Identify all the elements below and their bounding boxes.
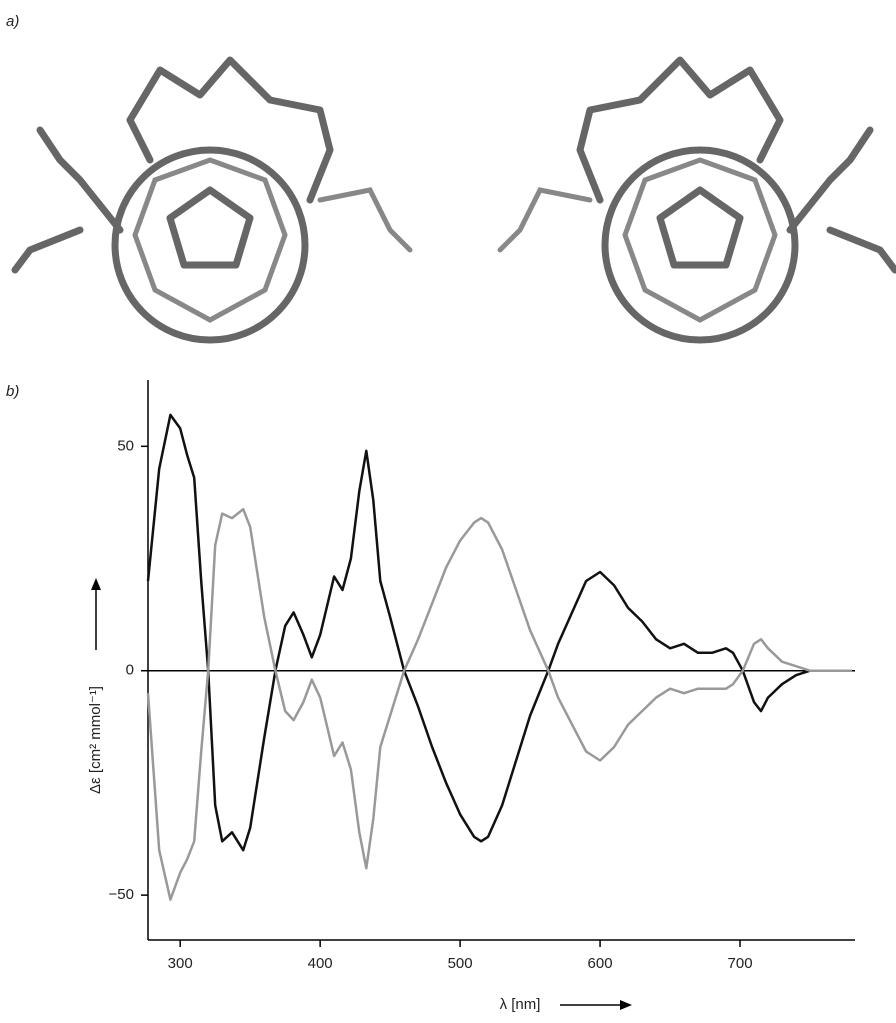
y-tick-label: −50	[109, 886, 134, 903]
chart: λ [nm] Δε [cm² mmol⁻¹]	[87, 380, 855, 1013]
panel-label: a)	[6, 13, 19, 30]
axis-arrow-head	[91, 578, 101, 590]
x-axis-label: λ [nm]	[500, 996, 541, 1013]
figure: a) b) λ [nm] Δε [cm² mmol⁻¹] 30040050060…	[0, 0, 896, 1023]
x-tick-label: 700	[728, 955, 753, 972]
x-tick-label: 600	[588, 955, 613, 972]
panel-label: b)	[6, 383, 19, 400]
series-line	[148, 509, 852, 899]
molecule-left	[15, 60, 410, 340]
y-axis-label: Δε [cm² mmol⁻¹]	[87, 686, 104, 794]
x-tick-label: 300	[168, 955, 193, 972]
molecule-right	[500, 60, 895, 340]
x-tick-label: 400	[308, 955, 333, 972]
y-tick-label: 50	[117, 437, 134, 454]
series-line	[148, 415, 852, 850]
x-tick-label: 500	[448, 955, 473, 972]
y-tick-label: 0	[126, 662, 134, 679]
axis-arrow-head	[620, 1000, 632, 1010]
